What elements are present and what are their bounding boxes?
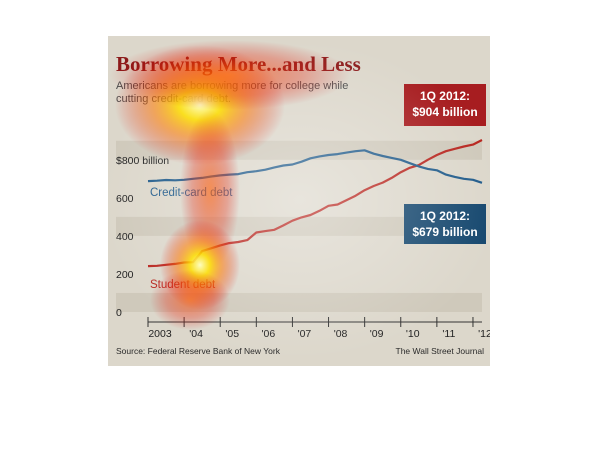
y-tick-label: 400 (116, 231, 134, 243)
x-tick-label: '07 (298, 328, 312, 340)
credit-card-debt-label: Credit-card debt (150, 187, 233, 199)
x-tick-label: '10 (406, 328, 420, 340)
x-tick-label: '04 (189, 328, 203, 340)
publisher-credit: The Wall Street Journal (395, 346, 485, 356)
x-tick-label: '11 (442, 328, 455, 340)
x-tick-label: '08 (334, 328, 348, 340)
student-callout-line2: $904 billion (412, 105, 478, 119)
chart-panel: Borrowing More...and Less Americans are … (108, 36, 490, 366)
credit-callout-line2: $679 billion (412, 225, 478, 239)
y-tick-label: 0 (116, 307, 122, 319)
y-tick-label: $800 billion (116, 155, 169, 167)
y-tick-label: 200 (116, 269, 134, 281)
x-tick-label: '09 (370, 328, 384, 340)
credit-debt-callout: 1Q 2012: $679 billion (404, 204, 486, 244)
x-tick-label: '12 (478, 328, 490, 340)
student-callout-line1: 1Q 2012: (419, 89, 471, 103)
grid-band (116, 140, 482, 160)
x-axis: 2003 '04 '05 '06 '07 '08 '09 '10 '11 '12 (147, 317, 490, 340)
grid-band (116, 292, 482, 312)
series-labels: Student debt Credit-card debt (150, 187, 233, 291)
y-tick-label: 600 (116, 193, 134, 205)
x-tick-label: 2003 (148, 328, 172, 340)
x-tick-label: '05 (225, 328, 239, 340)
x-tick-label: '06 (261, 328, 275, 340)
student-debt-callout: 1Q 2012: $904 billion (404, 84, 486, 126)
source-note: Source: Federal Reserve Bank of New York (116, 346, 280, 356)
credit-callout-line1: 1Q 2012: (419, 209, 471, 223)
student-debt-label: Student debt (150, 279, 216, 291)
